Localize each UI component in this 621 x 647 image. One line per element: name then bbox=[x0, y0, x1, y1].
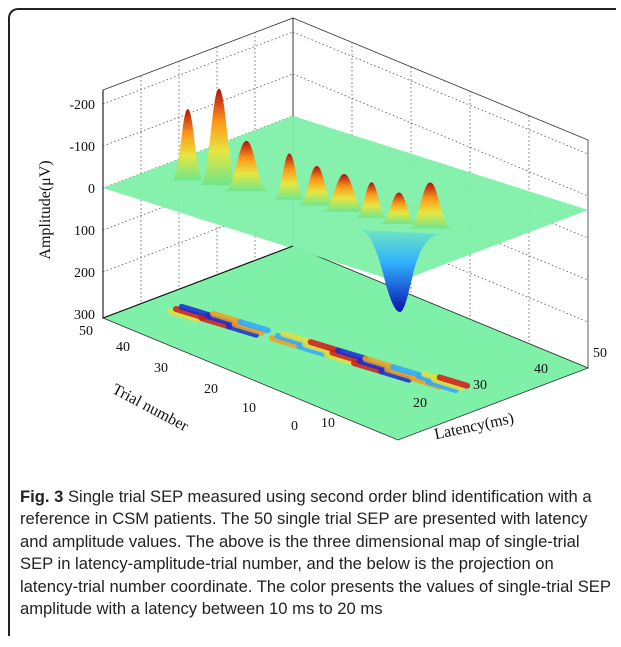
figure-frame bbox=[8, 8, 616, 636]
projection-stripe bbox=[436, 374, 471, 389]
surface-peak bbox=[224, 140, 269, 192]
y-tick-label: 40 bbox=[116, 340, 130, 355]
caption-text: Single trial SEP measured using second o… bbox=[20, 487, 611, 619]
z-axis-title: Amplitude(μV) bbox=[37, 160, 54, 259]
projection-stripe bbox=[274, 333, 308, 348]
projection-stripes bbox=[167, 303, 471, 394]
projection-stripe bbox=[362, 355, 396, 371]
z-tick-label: -100 bbox=[69, 140, 95, 155]
projection-stripe bbox=[389, 364, 424, 379]
z-tick-label: -200 bbox=[69, 98, 95, 113]
projection-stripe bbox=[173, 306, 207, 321]
projection-stripe bbox=[329, 349, 363, 364]
surface-peak bbox=[355, 182, 388, 218]
x-tick-label: 40 bbox=[534, 362, 548, 377]
projection-stripe bbox=[356, 357, 391, 373]
projection-stripe bbox=[296, 343, 330, 358]
figure-caption: Fig. 3 Single trial SEP measured using s… bbox=[20, 486, 612, 620]
projection-stripe bbox=[335, 347, 369, 362]
z-tick-label: 0 bbox=[88, 182, 95, 197]
projection-stripe bbox=[268, 335, 303, 350]
y-tick-label: 0 bbox=[291, 419, 298, 434]
projection-stripe bbox=[237, 319, 271, 334]
projection-stripe bbox=[302, 341, 336, 356]
projection-plane bbox=[101, 245, 590, 441]
projection-stripe bbox=[178, 303, 213, 319]
y-axis-title: Trial number bbox=[109, 381, 191, 435]
projection-stripe bbox=[280, 330, 314, 346]
projection-stripe bbox=[351, 360, 385, 375]
projection-stripe bbox=[307, 339, 342, 354]
caption-label: Fig. 3 bbox=[20, 487, 64, 506]
axis-lines bbox=[102, 90, 294, 319]
projection-stripe bbox=[167, 308, 201, 323]
y-tick-label: 30 bbox=[154, 361, 168, 376]
x-tick-label: 10 bbox=[321, 416, 335, 431]
y-tick-label: 20 bbox=[204, 382, 218, 397]
surface-peak bbox=[171, 109, 204, 181]
surface-peaks bbox=[171, 88, 453, 229]
surface-peak bbox=[407, 182, 453, 229]
surface-peak bbox=[297, 165, 336, 206]
surface-plot: -200 -100 0 100 200 300 Amplitude(μV) 50… bbox=[37, 17, 607, 443]
projection-stripe bbox=[231, 321, 265, 336]
projection-stripe bbox=[198, 315, 232, 330]
y-tick-label: 50 bbox=[79, 324, 93, 339]
surface-peak bbox=[199, 88, 239, 186]
projection-stripe bbox=[425, 378, 459, 394]
x-tick-label: 50 bbox=[593, 346, 607, 361]
z-tick-label: 200 bbox=[74, 266, 95, 281]
x-tick-label: 20 bbox=[413, 396, 427, 411]
z-tick-label: 100 bbox=[74, 224, 95, 239]
z-axis: -200 -100 0 100 200 300 Amplitude(μV) bbox=[37, 98, 95, 323]
x-tick-label: 30 bbox=[473, 378, 487, 393]
surface-peak bbox=[273, 153, 306, 200]
surface-plane bbox=[103, 88, 588, 312]
projection-stripe bbox=[225, 323, 260, 338]
projection-stripe bbox=[209, 310, 244, 326]
z-tick-label: 300 bbox=[74, 308, 95, 323]
surface-peak bbox=[321, 174, 367, 212]
projection-stripe bbox=[431, 376, 465, 391]
y-tick-label: 10 bbox=[242, 401, 256, 416]
projection-stripe bbox=[378, 368, 412, 383]
projection-stripe bbox=[384, 366, 418, 381]
surface-peak bbox=[379, 192, 419, 224]
projection-stripe bbox=[204, 312, 238, 328]
negative-dip bbox=[360, 230, 440, 312]
projection-stripe bbox=[323, 351, 358, 367]
